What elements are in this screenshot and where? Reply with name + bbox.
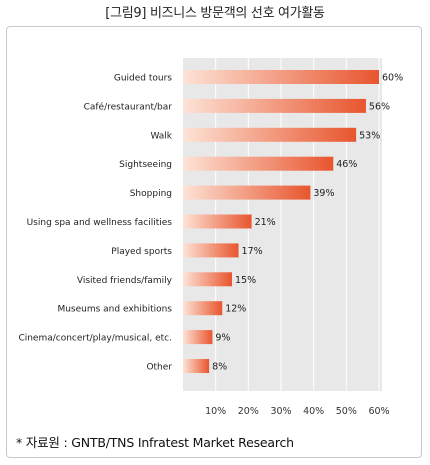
value-label: 53% (359, 130, 380, 141)
category-label: Visited friends/family (77, 276, 173, 286)
bar (183, 243, 239, 258)
category-label: Walk (150, 131, 172, 141)
value-label: 12% (225, 304, 246, 315)
category-label: Sightseeing (119, 160, 172, 170)
bar (183, 214, 252, 229)
category-label: Played sports (111, 247, 172, 257)
category-label: Cinema/concert/play/musical, etc. (18, 334, 172, 344)
bar (183, 185, 311, 200)
bar (183, 98, 366, 113)
value-label: 39% (313, 188, 334, 199)
value-label: 15% (235, 275, 256, 286)
x-tick-label: 60% (368, 406, 389, 417)
x-tick-label: 40% (303, 406, 324, 417)
value-label: 56% (369, 101, 390, 112)
bar (183, 359, 210, 373)
value-label: 9% (215, 333, 230, 344)
value-label: 8% (212, 362, 227, 373)
x-tick-label: 20% (238, 406, 259, 417)
x-tick-label: 10% (205, 406, 226, 417)
bar (183, 272, 232, 287)
bar (183, 127, 357, 142)
value-label: 21% (255, 217, 276, 228)
value-label: 17% (242, 246, 263, 257)
value-label: 60% (382, 73, 403, 84)
category-label: Using spa and wellness facilities (27, 218, 173, 228)
category-label: Museums and exhibitions (57, 305, 172, 315)
value-label: 46% (336, 159, 357, 170)
x-tick-label: 50% (336, 406, 357, 417)
bar (183, 70, 379, 84)
bar (183, 330, 213, 345)
category-label: Other (146, 363, 172, 373)
category-label: Shopping (130, 189, 172, 199)
source-note: * 자료원 : GNTB/TNS Infratest Market Resear… (16, 435, 294, 450)
bar (183, 156, 334, 171)
category-label: Café/restaurant/bar (84, 101, 173, 112)
figure-title: [그림9] 비즈니스 방문객의 선호 여가활동 (105, 6, 325, 21)
category-label: Guided tours (114, 74, 172, 84)
bar (183, 301, 223, 316)
x-tick-label: 30% (270, 406, 291, 417)
